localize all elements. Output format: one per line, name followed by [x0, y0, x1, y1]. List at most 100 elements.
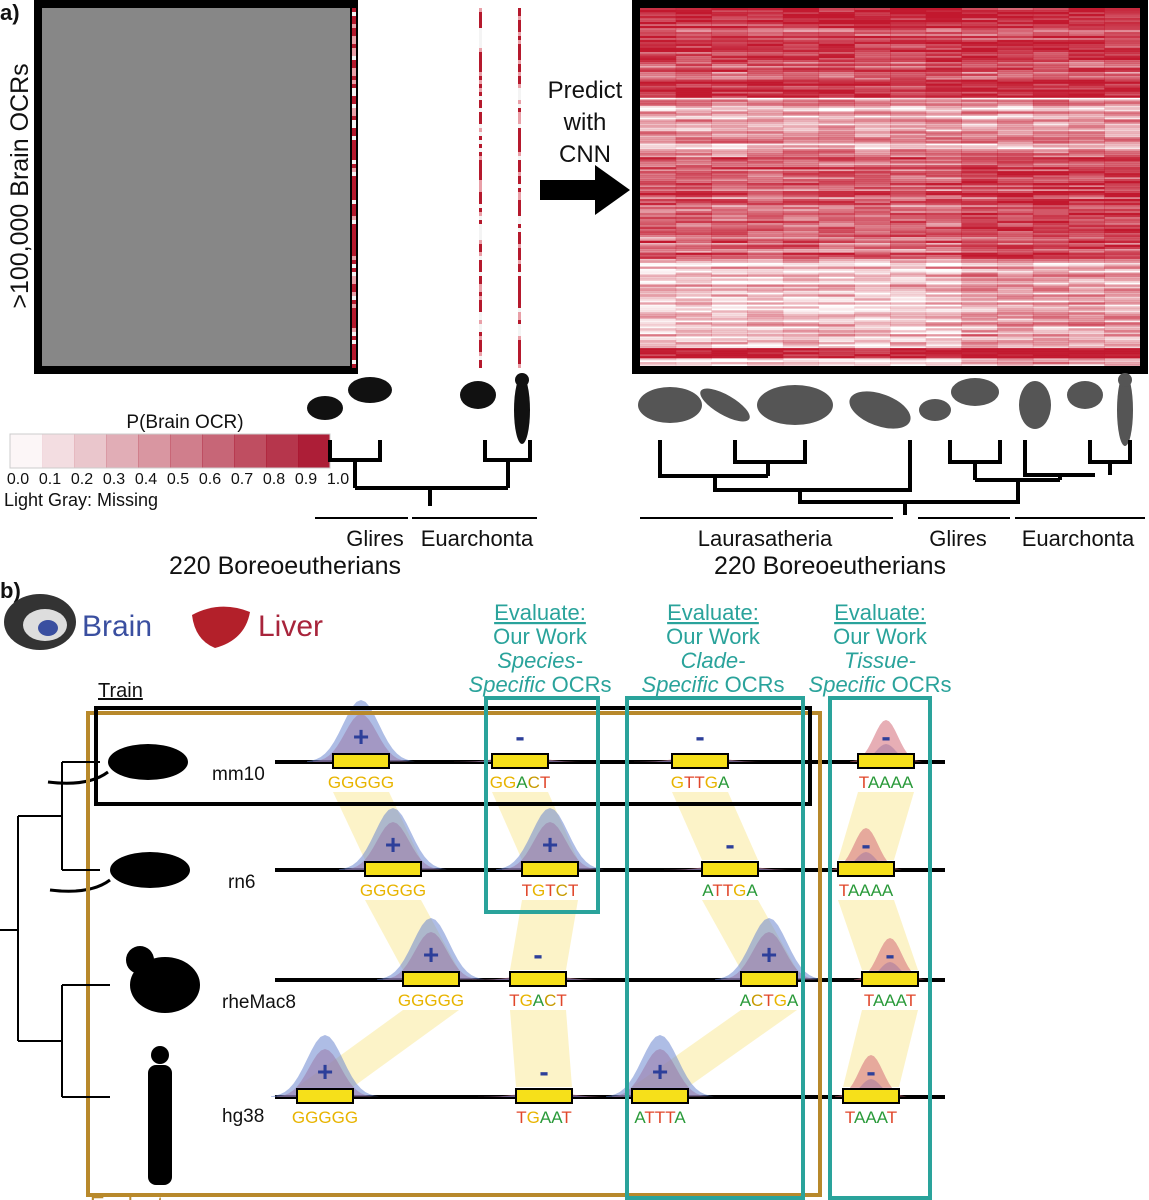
- heat-cell: [925, 352, 962, 355]
- heat-cell: [1068, 352, 1105, 355]
- heat-cell: [640, 318, 677, 321]
- heat-cell: [997, 67, 1034, 70]
- heat-cell: [1104, 340, 1141, 343]
- heat-cell: [747, 109, 784, 112]
- heat-cell: [640, 338, 677, 341]
- heat-cell: [747, 119, 784, 122]
- heat-cell: [818, 177, 855, 180]
- heat-cell: [818, 254, 855, 257]
- heat-cell: [890, 244, 927, 247]
- heat-cell: [854, 272, 891, 275]
- heat-cell: [854, 15, 891, 19]
- heat-cell: [1104, 264, 1141, 267]
- heat-cell: [1104, 334, 1141, 337]
- heat-cell: [1104, 294, 1141, 297]
- heat-cell: [675, 242, 712, 245]
- heat-cell: [640, 274, 677, 277]
- stripe: [352, 16, 356, 20]
- heat-cell: [782, 101, 820, 104]
- heat-cell: [961, 214, 998, 218]
- heat-cell: [854, 228, 891, 232]
- heat-cell: [997, 155, 1034, 158]
- heat-cell: [675, 153, 712, 156]
- heat-cell: [675, 214, 712, 218]
- heat-cell: [747, 326, 783, 328]
- heat-cell: [925, 232, 962, 236]
- heat-cell: [854, 236, 891, 240]
- heat-cell: [711, 101, 748, 104]
- heat-cell: [747, 214, 784, 218]
- clade-box: [625, 696, 805, 1200]
- heat-cell: [997, 322, 1034, 325]
- heat-cell: [818, 268, 855, 271]
- heat-cell: [747, 37, 784, 41]
- heat-cell: [675, 39, 712, 43]
- heat-cell: [926, 326, 962, 328]
- heat-cell: [925, 81, 962, 84]
- heat-cell: [1104, 326, 1141, 329]
- heat-cell: [1032, 278, 1070, 281]
- heat-cell: [1068, 310, 1105, 313]
- heat-cell: [675, 177, 712, 180]
- heat-cell: [675, 314, 712, 317]
- stripe: [518, 128, 521, 132]
- heat-cell: [711, 75, 748, 78]
- heat-cell: [961, 61, 998, 64]
- heat-cell: [997, 294, 1034, 297]
- heat-cell: [925, 39, 962, 43]
- heat-cell: [997, 77, 1034, 80]
- heat-cell: [747, 117, 784, 120]
- heat-cell: [854, 256, 891, 259]
- heat-cell: [747, 204, 784, 208]
- heat-cell: [997, 87, 1034, 90]
- heat-cell: [675, 354, 712, 357]
- heat-cell: [711, 183, 748, 186]
- heat-cell: [676, 310, 712, 312]
- heat-cell: [854, 246, 891, 249]
- heat-cell: [890, 51, 927, 55]
- heat-cell: [997, 57, 1034, 61]
- heat-cell: [747, 342, 784, 345]
- heat-cell: [1104, 272, 1141, 275]
- heat-cell: [747, 151, 784, 154]
- heat-cell: [997, 71, 1034, 74]
- heat-cell: [711, 352, 748, 355]
- heat-cell: [711, 111, 748, 114]
- heat-cell: [782, 51, 820, 55]
- heat-cell: [997, 47, 1034, 51]
- heat-cell: [711, 155, 748, 158]
- heat-cell: [640, 304, 676, 306]
- heat-cell: [1032, 328, 1070, 331]
- heat-cell: [890, 15, 927, 19]
- heat-cell: [890, 220, 927, 224]
- heat-cell: [854, 111, 891, 114]
- heat-cell: [1104, 19, 1141, 23]
- eval-suffix: OCRs: [892, 672, 952, 697]
- stripe: [479, 236, 482, 240]
- heat-cell: [890, 173, 927, 176]
- heat-cell: [961, 332, 998, 335]
- heat-cell: [961, 300, 998, 303]
- heat-cell: [747, 238, 784, 241]
- heat-cell: [1104, 218, 1141, 222]
- heat-cell: [675, 208, 712, 212]
- heat-cell: [997, 53, 1034, 57]
- heat-cell: [890, 73, 927, 76]
- heat-cell: [640, 232, 677, 236]
- heat-cell: [640, 183, 677, 186]
- heat-cell: [925, 358, 962, 361]
- heat-cell: [997, 298, 1034, 301]
- heat-cell: [961, 288, 998, 291]
- heat-cell: [640, 111, 677, 114]
- stripe: [479, 36, 482, 40]
- heat-cell: [997, 330, 1034, 333]
- heat-cell: [890, 264, 927, 267]
- heat-cell: [1068, 21, 1105, 25]
- heat-cell: [1032, 67, 1070, 70]
- heat-cell: [675, 157, 712, 160]
- heat-cell: [711, 312, 748, 315]
- heat-cell: [782, 310, 820, 313]
- heat-cell: [711, 214, 748, 218]
- heat-cell: [747, 220, 784, 224]
- heat-cell: [961, 39, 998, 43]
